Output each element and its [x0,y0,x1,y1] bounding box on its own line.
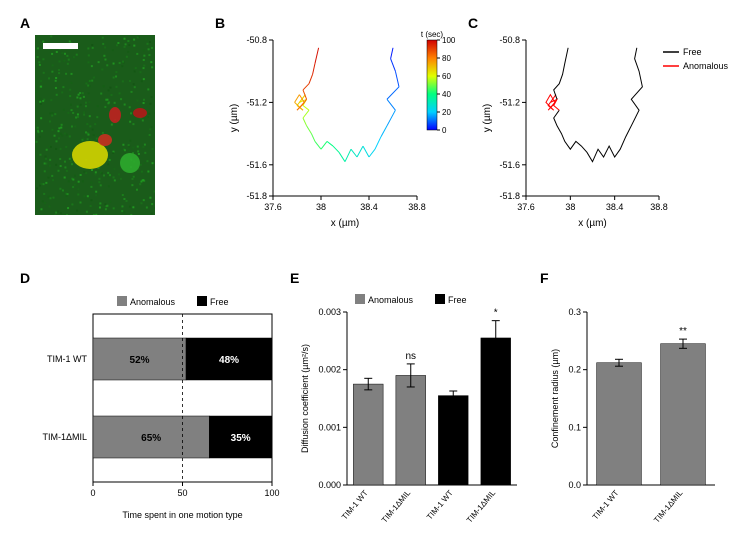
panel-b-label: B [215,15,225,31]
svg-text:Anomalous: Anomalous [368,295,414,305]
svg-text:40: 40 [442,90,451,99]
panel-a-micrograph [35,35,155,215]
svg-text:-51.6: -51.6 [246,160,267,170]
svg-text:Free: Free [210,297,229,307]
svg-text:Confinement radius (µm): Confinement radius (µm) [550,349,560,448]
panel-f-plot: 0.0 0.1 0.2 0.3 Confinement radius (µm) TIM-1… [545,292,725,547]
svg-text:52%: 52% [130,355,150,366]
svg-text:-51.2: -51.2 [499,97,520,107]
svg-text:-51.2: -51.2 [246,97,267,107]
panel-e-plot: Anomalous Free 0.000 0.001 0.002 0.003 Diffusi… [295,292,525,547]
svg-text:Free: Free [448,295,467,305]
svg-text:48%: 48% [219,355,239,366]
svg-text:x (µm): x (µm) [331,218,360,229]
svg-text:35%: 35% [231,433,251,444]
svg-text:ns: ns [405,351,416,362]
svg-text:0.2: 0.2 [568,365,581,375]
panel-d-plot: Anomalous Free 52% 48% TIM-1 WT 65% 35% TIM-1ΔM… [25,292,280,522]
svg-text:0: 0 [442,126,447,135]
svg-text:-50.8: -50.8 [499,35,520,45]
svg-text:Anomalous: Anomalous [130,297,176,307]
svg-text:38.4: 38.4 [360,202,378,212]
svg-text:38.8: 38.8 [650,202,668,212]
panel-c-label: C [468,15,478,31]
svg-text:TIM-1ΔMIL: TIM-1ΔMIL [42,432,87,442]
panel-a-label: A [20,15,30,31]
svg-text:-50.8: -50.8 [246,35,267,45]
svg-text:-51.8: -51.8 [246,191,267,201]
panel-f-label: F [540,270,549,286]
svg-text:Diffusion coefficient (µm²/s): Diffusion coefficient (µm²/s) [300,344,310,453]
svg-text:0.001: 0.001 [318,422,341,432]
svg-text:TIM-1 WT: TIM-1 WT [340,488,370,521]
svg-text:20: 20 [442,108,451,117]
panel-e-label: E [290,270,299,286]
panel-c-plot: 37.6 38 38.4 38.8 -51.8 -51.6 -51.2 -50.8 x (µm)… [478,30,733,230]
panel-d-label: D [20,270,30,286]
svg-text:0.3: 0.3 [568,307,581,317]
svg-text:50: 50 [177,488,187,498]
svg-text:x (µm): x (µm) [578,218,607,229]
svg-text:TIM-1ΔMIL: TIM-1ΔMIL [465,488,498,525]
svg-text:60: 60 [442,72,451,81]
svg-text:y (µm): y (µm) [229,104,240,133]
svg-text:37.6: 37.6 [264,202,282,212]
svg-text:80: 80 [442,54,451,63]
svg-text:Time spent in one motion type: Time spent in one motion type [122,510,242,520]
svg-text:y (µm): y (µm) [482,104,493,133]
svg-text:0: 0 [90,488,95,498]
panel-b-plot: 37.6 38 38.4 38.8 -51.8 -51.6 -51.2 -50.8 x (µm)… [225,30,455,230]
svg-text:0.1: 0.1 [568,422,581,432]
svg-text:-51.8: -51.8 [499,191,520,201]
svg-text:38.8: 38.8 [408,202,426,212]
svg-text:38: 38 [316,202,326,212]
svg-text:TIM-1 WT: TIM-1 WT [591,488,621,521]
svg-text:0.0: 0.0 [568,480,581,490]
svg-text:TIM-1 WT: TIM-1 WT [47,354,87,364]
svg-text:0.002: 0.002 [318,365,341,375]
svg-text:TIM-1 WT: TIM-1 WT [425,488,455,521]
svg-text:TIM-1ΔMIL: TIM-1ΔMIL [380,488,413,525]
svg-text:TIM-1ΔMIL: TIM-1ΔMIL [652,488,685,525]
svg-text:-51.6: -51.6 [499,160,520,170]
svg-text:Free: Free [683,47,702,57]
svg-text:100: 100 [442,36,455,45]
svg-text:38: 38 [565,202,575,212]
svg-text:38.4: 38.4 [606,202,624,212]
svg-text:**: ** [679,326,687,337]
svg-text:t (sec): t (sec) [421,30,444,39]
svg-text:100: 100 [264,488,279,498]
svg-text:37.6: 37.6 [517,202,535,212]
svg-text:Anomalous: Anomalous [683,61,729,71]
svg-text:0.003: 0.003 [318,307,341,317]
svg-text:65%: 65% [141,433,161,444]
svg-text:0.000: 0.000 [318,480,341,490]
svg-text:*: * [494,308,498,319]
